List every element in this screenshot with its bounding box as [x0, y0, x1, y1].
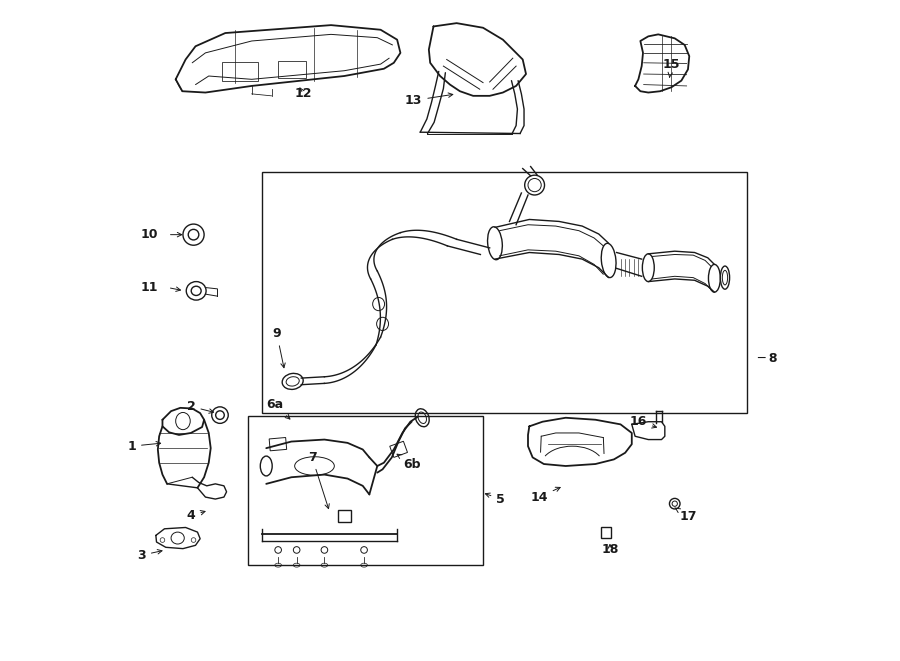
- Bar: [390, 442, 408, 457]
- Text: 5: 5: [485, 492, 505, 506]
- Text: 10: 10: [140, 228, 158, 241]
- Text: 16: 16: [630, 415, 656, 428]
- Bar: [248, 416, 483, 565]
- Bar: [269, 438, 287, 451]
- Bar: [600, 527, 611, 538]
- Text: 6b: 6b: [397, 454, 421, 471]
- Text: 14: 14: [530, 487, 560, 504]
- Text: 17: 17: [675, 508, 698, 524]
- Text: 7: 7: [308, 451, 329, 508]
- Text: 13: 13: [405, 93, 453, 107]
- Bar: [262, 172, 747, 413]
- Text: 12: 12: [294, 87, 312, 100]
- Text: 2: 2: [187, 400, 213, 413]
- Bar: [338, 510, 351, 522]
- Text: 3: 3: [138, 549, 162, 562]
- Text: 9: 9: [273, 327, 285, 368]
- Text: 6a: 6a: [266, 398, 290, 419]
- Text: ─ 8: ─ 8: [758, 352, 778, 365]
- Text: 4: 4: [187, 509, 205, 522]
- Text: 18: 18: [601, 543, 618, 557]
- Bar: [278, 61, 306, 78]
- Bar: [222, 62, 258, 81]
- Text: 15: 15: [662, 58, 680, 77]
- Text: 11: 11: [140, 281, 158, 294]
- Text: 1: 1: [127, 440, 160, 453]
